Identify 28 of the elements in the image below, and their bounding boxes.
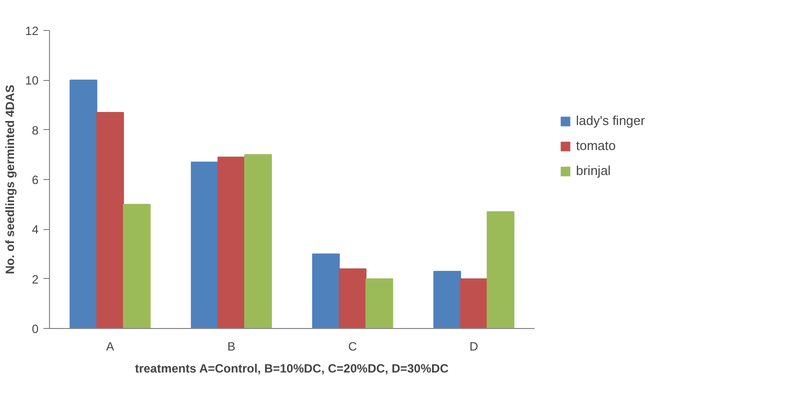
bar xyxy=(244,154,272,328)
bar xyxy=(70,80,98,328)
x-tick-label: A xyxy=(106,340,114,354)
y-axis-title: No. of seedlings germinted 4DAS xyxy=(3,84,18,274)
bar xyxy=(96,112,124,328)
bar xyxy=(218,156,246,328)
y-tick-label: 12 xyxy=(25,24,39,38)
y-tick-label: 8 xyxy=(32,123,39,138)
bar xyxy=(365,278,394,328)
bar xyxy=(312,254,340,328)
bar xyxy=(486,211,514,328)
y-tick-label: 10 xyxy=(25,74,39,88)
bar xyxy=(338,268,366,328)
x-tick-label: B xyxy=(227,340,236,354)
y-tick-label: 0 xyxy=(32,322,39,336)
y-tick-label: 4 xyxy=(32,222,39,237)
bar xyxy=(433,270,462,328)
x-tick-label: C xyxy=(348,340,358,354)
legend-label: lady's finger xyxy=(576,113,645,128)
x-axis-title: treatments A=Control, B=10%DC, C=20%DC, D=30%DC xyxy=(134,362,449,376)
bar xyxy=(122,204,151,328)
y-tick-label: 6 xyxy=(32,173,39,187)
legend-label: brinjal xyxy=(576,163,611,178)
legend-label: tomato xyxy=(576,138,616,153)
y-tick-label: 2 xyxy=(32,272,39,286)
x-tick-label: D xyxy=(470,340,479,354)
bar xyxy=(460,278,488,328)
bar xyxy=(190,162,219,328)
